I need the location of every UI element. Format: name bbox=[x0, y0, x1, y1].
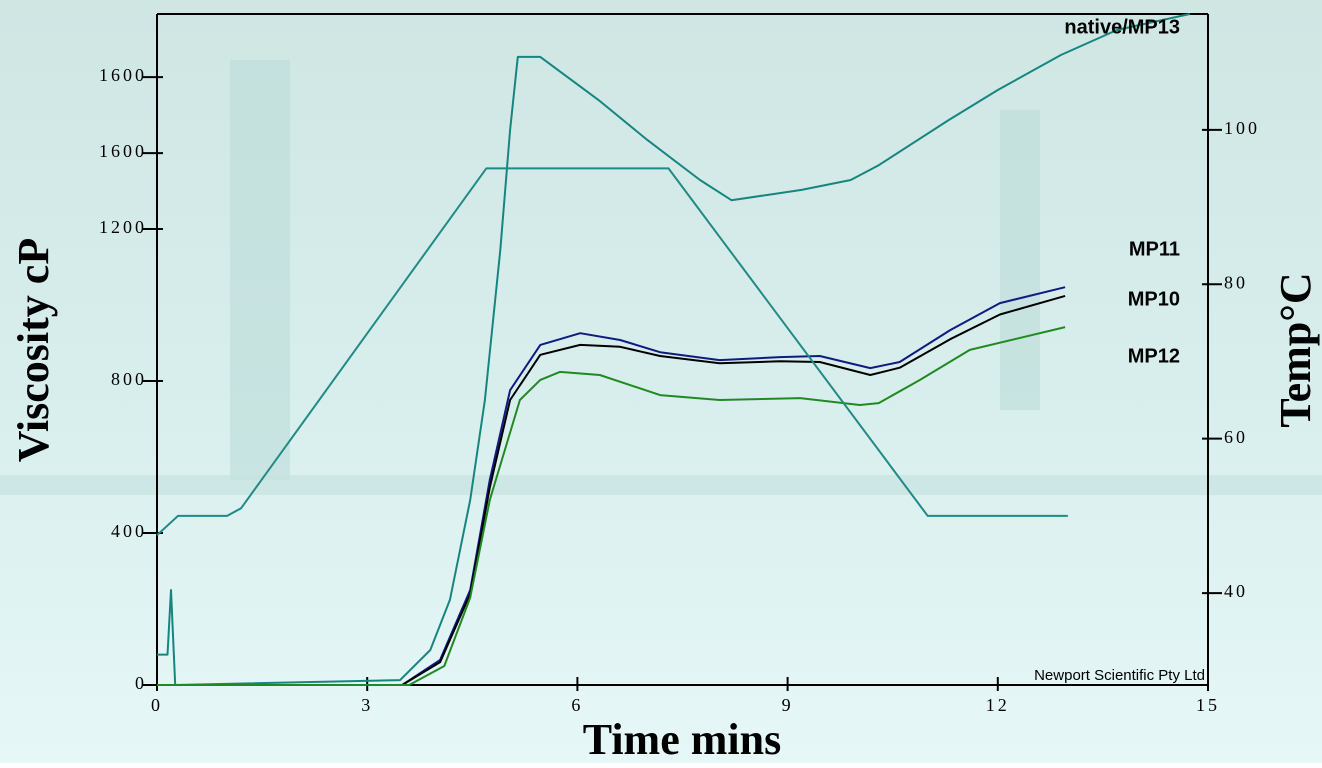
y2-tick-label: 40 bbox=[1224, 581, 1248, 601]
y-axis-title: Viscosity cP bbox=[9, 238, 58, 462]
background-floor-grate bbox=[0, 475, 1322, 495]
x-tick-label: 15 bbox=[1196, 695, 1220, 715]
x-tick-label: 3 bbox=[361, 695, 373, 715]
annotation: Newport Scientific Pty Ltd bbox=[1034, 667, 1205, 684]
y2-tick-label: 60 bbox=[1224, 427, 1248, 447]
x-axis-title: Time mins bbox=[583, 715, 781, 763]
y-tick-label: 1200 bbox=[99, 217, 147, 237]
y2-tick-label: 80 bbox=[1224, 272, 1248, 292]
series-label: MP12 bbox=[1128, 345, 1180, 367]
page: {"chart_data": { "type": "line", "x_labe… bbox=[0, 0, 1322, 763]
y-tick-label: 0 bbox=[135, 673, 147, 693]
background bbox=[0, 0, 1322, 763]
x-tick-label: 6 bbox=[571, 695, 583, 715]
background-pillar bbox=[1000, 110, 1040, 410]
series-label: MP10 bbox=[1128, 288, 1180, 310]
series-label: native/MP13 bbox=[1064, 16, 1180, 38]
y2-axis-title: Temp°C bbox=[1271, 272, 1320, 427]
y-tick-label: 1600 bbox=[99, 65, 147, 85]
background-pillar bbox=[230, 60, 290, 480]
chart: Time mins Viscosity cP Temp°C Newport Sc… bbox=[0, 0, 1322, 763]
x-tick-label: 0 bbox=[151, 695, 163, 715]
y-tick-label: 1600 bbox=[99, 141, 147, 161]
y-tick-label: 400 bbox=[111, 521, 147, 541]
series-label: MP11 bbox=[1129, 238, 1180, 260]
y-tick-label: 800 bbox=[111, 369, 147, 389]
x-tick-label: 9 bbox=[782, 695, 794, 715]
y2-tick-label: 100 bbox=[1224, 118, 1260, 138]
x-tick-label: 12 bbox=[986, 695, 1010, 715]
